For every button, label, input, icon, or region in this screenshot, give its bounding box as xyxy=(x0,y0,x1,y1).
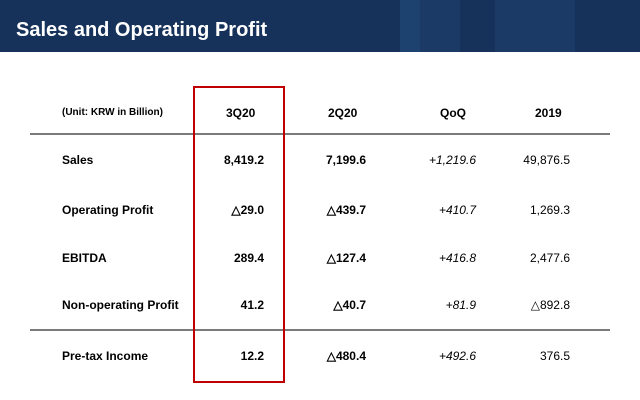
table-cell: 7,199.6 xyxy=(325,153,366,167)
table-cell: △29.0 xyxy=(231,203,264,217)
table-cell: 376.5 xyxy=(539,349,570,363)
col-header-2q20: 2Q20 xyxy=(328,106,358,120)
header-divider xyxy=(30,133,610,135)
row-label: Sales xyxy=(62,153,94,167)
decor-block xyxy=(400,0,420,52)
col-header-3q20: 3Q20 xyxy=(226,106,256,120)
table-cell: △40.7 xyxy=(333,298,366,312)
table-cell: 2,477.6 xyxy=(529,251,570,265)
row-label: Operating Profit xyxy=(62,203,154,217)
table-cell: △439.7 xyxy=(326,203,366,217)
col-header-2019: 2019 xyxy=(535,106,562,120)
table-cell: 1,269.3 xyxy=(529,203,570,217)
row-label: Pre-tax Income xyxy=(62,349,149,363)
decor-block xyxy=(420,0,460,52)
table-cell: +410.7 xyxy=(438,203,476,217)
table-cell: 8,419.2 xyxy=(223,153,264,167)
table-cell: △127.4 xyxy=(326,251,366,265)
table-cell: +81.9 xyxy=(445,298,476,312)
table-cell: △892.8 xyxy=(530,298,570,312)
row-label: EBITDA xyxy=(62,251,107,265)
table-cell: 41.2 xyxy=(240,298,264,312)
row-label: Non-operating Profit xyxy=(62,298,179,312)
decor-block xyxy=(495,0,575,52)
table-cell: 49,876.5 xyxy=(523,153,570,167)
table-cell: 12.2 xyxy=(240,349,264,363)
table-cell: +1,219.6 xyxy=(428,153,476,167)
table-cell: 289.4 xyxy=(233,251,264,265)
col-header-qoq: QoQ xyxy=(440,106,466,120)
highlight-box xyxy=(193,86,285,383)
table-cell: △480.4 xyxy=(326,349,366,363)
total-divider xyxy=(30,329,610,331)
table-cell: +416.8 xyxy=(438,251,476,265)
table-cell: +492.6 xyxy=(438,349,476,363)
page-title: Sales and Operating Profit xyxy=(16,19,268,41)
unit-label: (Unit: KRW in Billion) xyxy=(62,107,163,118)
